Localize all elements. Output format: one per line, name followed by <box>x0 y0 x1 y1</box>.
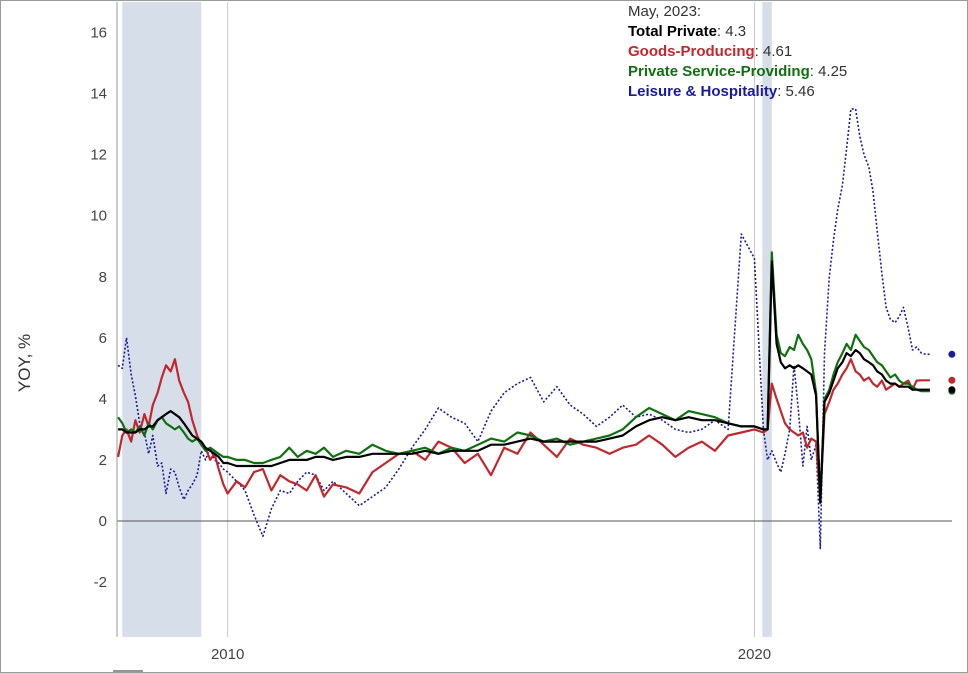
recession-bands <box>122 2 772 637</box>
series-line-goods-producing <box>117 358 930 501</box>
tooltip-row: Leisure & Hospitality: 5.46 <box>628 82 847 102</box>
y-tick-label: 10 <box>90 208 107 225</box>
reference-lines <box>227 2 755 637</box>
tooltip-row: Private Service-Providing: 4.25 <box>628 62 847 82</box>
x-axis-ticks: 2010 2020 <box>211 646 771 663</box>
y-tick-label: 12 <box>90 147 107 164</box>
tooltip-rows: Total Private: 4.3 Goods-Producing: 4.61 P… <box>628 22 847 102</box>
y-tick-label: 0 <box>99 513 107 530</box>
tooltip-series-name: Goods-Producing <box>628 43 755 60</box>
tooltip-series-value: : 4.3 <box>716 23 747 40</box>
tooltip-series-value: : 4.25 <box>809 63 848 80</box>
recession-band-1 <box>122 2 202 637</box>
series-endpoints <box>948 350 956 395</box>
tooltip-row: Goods-Producing: 4.61 <box>628 42 847 62</box>
hover-tooltip: May, 2023: Total Private: 4.3 Goods-Produ… <box>628 2 847 102</box>
x-tick-label: 2010 <box>211 646 244 663</box>
tooltip-series-name: Leisure & Hospitality <box>628 83 778 100</box>
y-tick-label: 14 <box>90 86 107 103</box>
tooltip-series-value: : 5.46 <box>777 83 815 100</box>
series-lines <box>117 108 930 550</box>
y-tick-label: 2 <box>99 452 107 469</box>
series-line-leisure-hospitality <box>117 108 930 550</box>
y-tick-label: 16 <box>90 25 107 42</box>
y-tick-label: 8 <box>99 269 107 286</box>
y-tick-label: -2 <box>94 574 107 591</box>
recession-band-2 <box>762 2 772 637</box>
y-axis-ticks: -2 0 2 4 6 8 10 12 14 16 <box>90 25 107 592</box>
endpoint-marker-leisure-hospitality <box>948 350 956 358</box>
y-axis-label: YOY, % <box>15 334 34 392</box>
y-tick-label: 6 <box>99 330 107 347</box>
tooltip-row: Total Private: 4.3 <box>628 22 847 42</box>
x-tick-label: 2020 <box>738 646 771 663</box>
tooltip-series-name: Total Private <box>628 23 717 40</box>
tooltip-series-value: : 4.61 <box>754 43 793 60</box>
tooltip-series-name: Private Service-Providing <box>628 63 810 80</box>
tooltip-date: May, 2023: <box>628 3 702 20</box>
y-tick-label: 4 <box>99 391 107 408</box>
series-line-total-private <box>118 260 930 504</box>
endpoint-marker-total-private <box>948 386 956 394</box>
endpoint-marker-goods-producing <box>948 376 956 384</box>
